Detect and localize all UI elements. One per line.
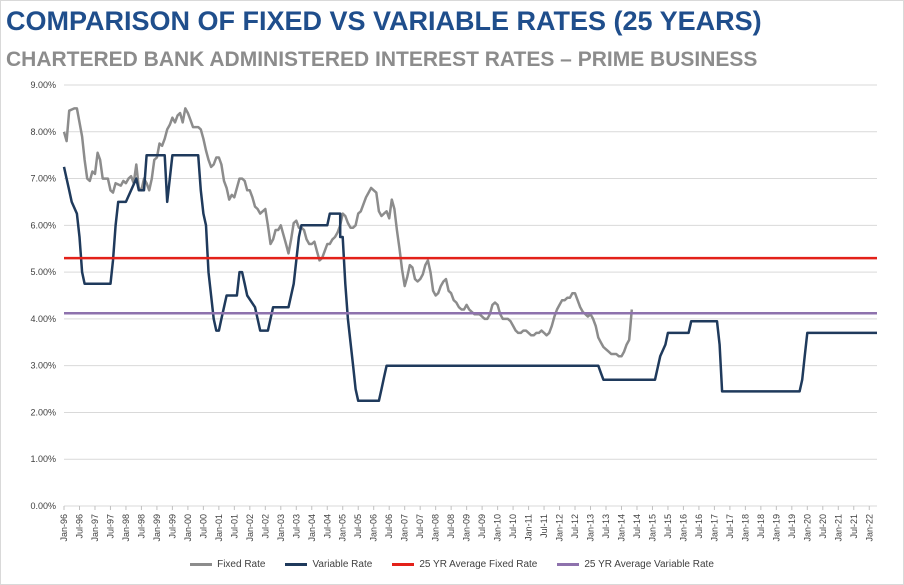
series-line-fixed-rate: [62, 107, 634, 358]
x-tick-label: Jul-09: [477, 514, 487, 539]
x-tick-label: Jul-03: [291, 514, 301, 539]
x-tick-label: Jan-13: [586, 514, 596, 542]
legend-swatch: [190, 563, 213, 566]
x-tick-label: Jul-07: [415, 514, 425, 539]
y-tick-label: 6.00%: [30, 220, 56, 230]
y-tick-label: 7.00%: [30, 174, 56, 184]
y-tick-label: 5.00%: [30, 267, 56, 277]
x-tick-label: Jul-04: [322, 514, 332, 539]
x-tick-label: Jul-14: [632, 514, 642, 539]
x-tick-label: Jul-13: [601, 514, 611, 539]
x-tick-label: Jan-21: [833, 514, 843, 542]
y-tick-label: 9.00%: [30, 80, 56, 90]
x-tick-label: Jul-18: [756, 514, 766, 539]
x-tick-label: Jul-02: [260, 514, 270, 539]
gridlines: [64, 84, 877, 507]
x-tick-label: Jul-21: [849, 514, 859, 539]
x-tick-label: Jan-20: [802, 514, 812, 542]
legend-item: Variable Rate: [285, 559, 372, 570]
x-tick-label: Jan-18: [740, 514, 750, 542]
legend-item: 25 YR Average Variable Rate: [557, 559, 714, 570]
chart-subtitle: CHARTERED BANK ADMINISTERED INTEREST RAT…: [6, 48, 758, 71]
x-tick-label: Jan-10: [493, 514, 503, 542]
x-tick-label: Jan-06: [369, 514, 379, 542]
x-tick-label: Jan-12: [555, 514, 565, 542]
x-tick-label: Jul-11: [539, 514, 549, 538]
x-tick-label: Jul-16: [694, 514, 704, 539]
x-tick-label: Jul-20: [818, 514, 828, 539]
x-tick-label: Jan-07: [400, 514, 410, 542]
x-tick-label: Jan-08: [431, 514, 441, 542]
x-tick-label: Jan-15: [647, 514, 657, 542]
x-tick-label: Jul-99: [167, 514, 177, 539]
x-axis: Jan-96 Jul-96 Jan-97 Jul-97 Jan-98 Jul-98 Jan-…: [59, 506, 874, 542]
y-tick-label: 1.00%: [30, 454, 56, 464]
x-tick-label: Jul-15: [663, 514, 673, 539]
x-tick-label: Jul-96: [74, 514, 84, 539]
x-tick-label: Jul-01: [229, 514, 239, 539]
x-tick-label: Jan-11: [524, 514, 534, 541]
x-tick-label: Jan-98: [121, 514, 131, 542]
x-tick-label: Jul-17: [725, 514, 735, 539]
x-tick-label: Jan-02: [245, 514, 255, 542]
x-tick-label: Jul-12: [570, 514, 580, 539]
x-tick-label: Jul-19: [787, 514, 797, 539]
x-tick-label: Jan-16: [678, 514, 688, 542]
x-tick-label: Jan-01: [214, 514, 224, 542]
x-tick-label: Jul-98: [136, 514, 146, 539]
x-tick-label: Jul-97: [105, 514, 115, 539]
x-tick-label: Jan-96: [59, 514, 69, 542]
legend-item: 25 YR Average Fixed Rate: [392, 559, 537, 570]
legend-label: Variable Rate: [312, 559, 373, 570]
legend-swatch: [285, 563, 308, 566]
x-tick-label: Jul-08: [446, 514, 456, 539]
chart-legend: Fixed Rate Variable Rate 25 YR Average Fix…: [0, 558, 904, 570]
x-tick-label: Jan-19: [771, 514, 781, 542]
y-tick-label: 4.00%: [30, 314, 56, 324]
x-tick-label: Jul-06: [384, 514, 394, 539]
x-tick-label: Jan-04: [307, 514, 317, 542]
legend-label: 25 YR Average Variable Rate: [584, 559, 714, 570]
legend-label: Fixed Rate: [217, 559, 266, 570]
x-tick-label: Jan-97: [90, 514, 100, 542]
series-line-variable-rate: [62, 153, 877, 403]
x-tick-label: Jul-00: [198, 514, 208, 539]
x-tick-label: Jan-22: [864, 514, 874, 542]
legend-item: Fixed Rate: [190, 559, 265, 570]
legend-swatch: [392, 563, 415, 566]
series-layer: [62, 107, 877, 403]
x-tick-label: Jan-09: [462, 514, 472, 542]
y-axis: 0.00% 1.00% 2.00% 3.00% 4.00% 5.00% 6.00% 7.00%…: [30, 80, 56, 511]
x-tick-label: Jan-00: [183, 514, 193, 542]
y-tick-label: 2.00%: [30, 407, 56, 417]
x-tick-label: Jan-03: [276, 514, 286, 542]
x-tick-label: Jan-99: [152, 514, 162, 542]
x-tick-label: Jul-05: [353, 514, 363, 539]
chart-title: COMPARISON OF FIXED VS VARIABLE RATES (2…: [6, 6, 762, 36]
legend-swatch: [557, 563, 580, 566]
x-tick-label: Jan-14: [616, 514, 626, 542]
x-tick-label: Jul-10: [508, 514, 518, 539]
y-tick-label: 3.00%: [30, 361, 56, 371]
y-tick-label: 8.00%: [30, 127, 56, 137]
legend-label: 25 YR Average Fixed Rate: [419, 559, 538, 570]
x-tick-label: Jan-17: [709, 514, 719, 542]
x-tick-label: Jan-05: [338, 514, 348, 542]
y-tick-label: 0.00%: [30, 501, 56, 511]
